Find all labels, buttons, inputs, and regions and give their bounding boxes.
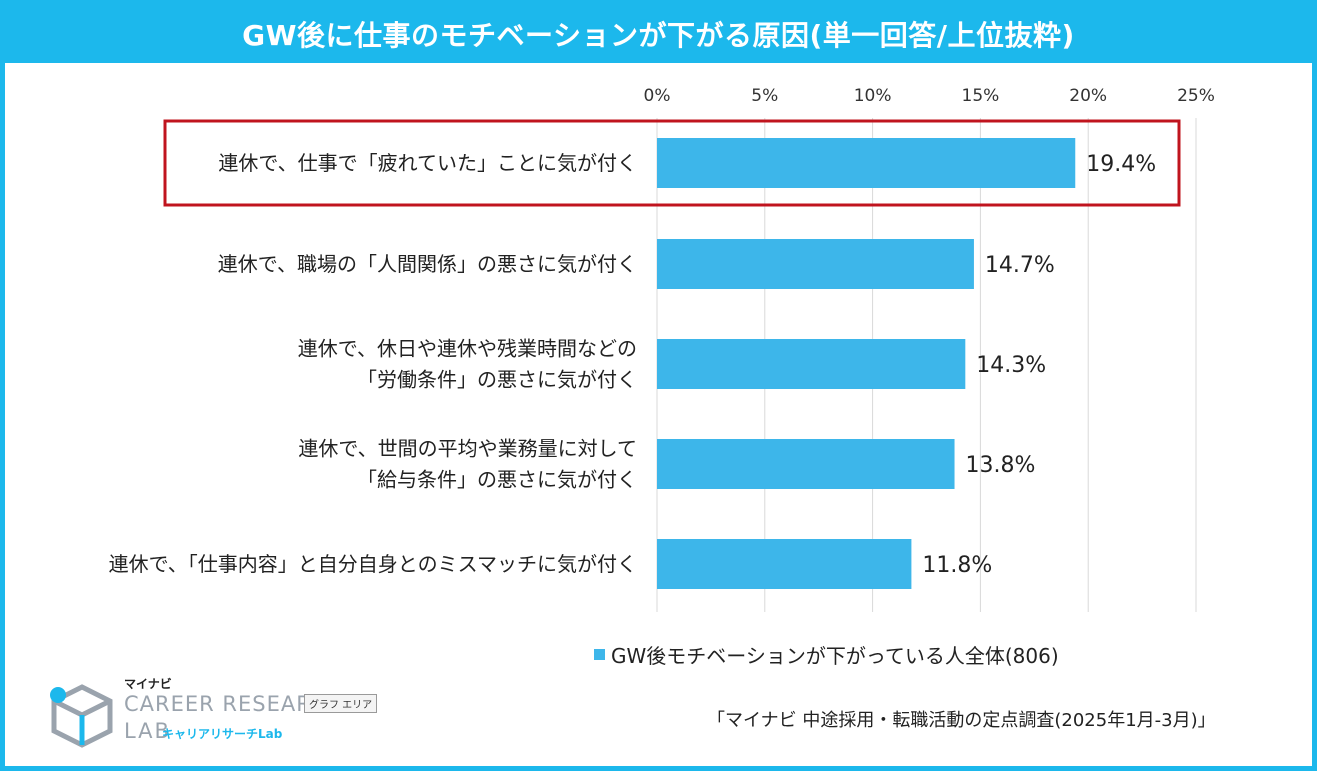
category-label: 連休で、世間の平均や業務量に対して「給与条件」の悪さに気が付く <box>298 437 637 492</box>
legend-swatch <box>594 649 605 660</box>
legend: GW後モチベーションが下がっている人全体(806) <box>594 640 1059 669</box>
bar <box>657 439 955 489</box>
chart-title: GW後に仕事のモチベーションが下がる原因(単一回答/上位抜粋) <box>5 5 1312 63</box>
category-label: 連休で、仕事で「疲れていた」ことに気が付く <box>218 151 637 175</box>
bar <box>657 239 974 289</box>
chart-area-tooltip: グラフ エリア <box>304 694 378 713</box>
tick-label: 0% <box>644 86 671 106</box>
logo-brand: マイナビ <box>124 677 172 691</box>
value-label: 11.8% <box>922 553 992 578</box>
category-label: 連休で、「仕事内容」と自分自身とのミスマッチに気が付く <box>109 552 637 576</box>
tick-label: 25% <box>1177 86 1215 106</box>
value-label: 13.8% <box>966 453 1036 478</box>
logo-sub: キャリアリサーチLab <box>162 727 283 741</box>
logo-line2: LAB <box>124 719 171 743</box>
category-labels: 連休で、仕事で「疲れていた」ことに気が付く連休で、職場の「人間関係」の悪さに気が… <box>109 151 637 576</box>
bar <box>657 138 1076 188</box>
tick-label: 10% <box>854 86 892 106</box>
highlight-box <box>163 119 1181 207</box>
bar <box>657 339 966 389</box>
bar <box>657 539 912 589</box>
logo: マイナビ CAREER RESEARCH LAB キャリアリサーチLab <box>46 675 376 755</box>
bars <box>657 138 1076 589</box>
bar-chart[interactable]: 0% 5% 10% 15% 20% 25% 連休で、仕事で「疲れていた」ことに気が付く連休… <box>0 0 1317 640</box>
tick-label: 20% <box>1069 86 1107 106</box>
cube-logo-icon <box>50 684 113 748</box>
value-labels: 19.4% 14.7% 14.3% 13.8% 11.8% <box>922 152 1156 578</box>
category-label: 連休で、職場の「人間関係」の悪さに気が付く <box>218 252 637 276</box>
value-label: 14.3% <box>976 353 1046 378</box>
x-axis-ticks: 0% 5% 10% 15% 20% 25% <box>644 86 1215 106</box>
legend-label: GW後モチベーションが下がっている人全体(806) <box>611 644 1059 668</box>
tick-label: 15% <box>962 86 1000 106</box>
highlight-layer <box>163 119 1181 207</box>
value-label: 19.4% <box>1086 152 1156 177</box>
value-label: 14.7% <box>985 253 1055 278</box>
source-note: 「マイナビ 中途採用・転職活動の定点調査(2025年1月-3月)」 <box>707 710 1216 731</box>
tick-label: 5% <box>751 86 778 106</box>
category-label: 連休で、休日や連休や残業時間などの「労働条件」の悪さに気が付く <box>298 337 637 392</box>
